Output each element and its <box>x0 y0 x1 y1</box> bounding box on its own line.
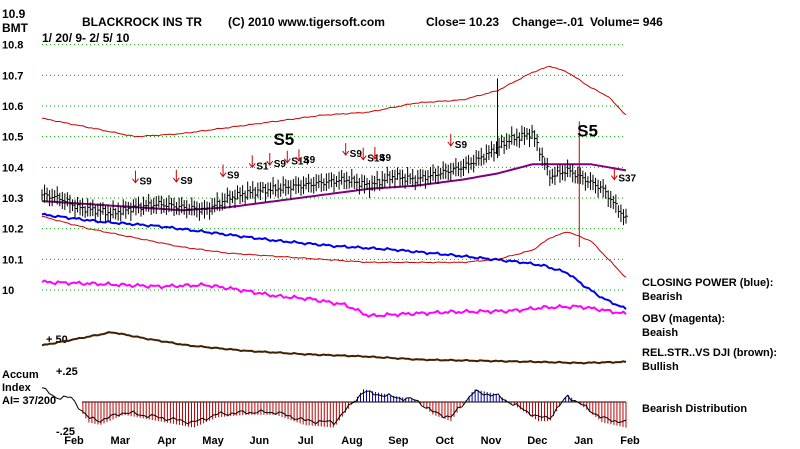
sell-signal-arrow <box>172 169 180 183</box>
sell-signal-arrow <box>266 153 274 166</box>
sell-signal-arrow <box>359 147 367 161</box>
legend-accum-status: Bearish Distribution <box>642 403 747 415</box>
close-value: Close= 10.23 <box>426 15 499 29</box>
price-tick-label: 10 <box>2 285 14 297</box>
month-tick-label: Mar <box>111 435 131 447</box>
month-tick-label: Oct <box>435 435 454 447</box>
month-tick-label: Jan <box>574 435 593 447</box>
legend-obv-status: Beaish <box>642 327 678 339</box>
price-tick-labels: 10.8 10.7 10.6 10.5 10.4 10.3 10.2 10.1 10 <box>2 40 24 297</box>
signal-label: S9 <box>227 171 240 182</box>
price-tick-label: 10.4 <box>2 162 24 174</box>
accum-upper-label: +.25 <box>56 366 78 378</box>
signal-label: S9 <box>180 176 193 187</box>
signal-label: S9 <box>350 149 363 160</box>
signal-label: S1 <box>256 161 269 172</box>
lower-band-line <box>41 215 627 278</box>
upper-band-line <box>41 65 627 138</box>
signal-label: S37 <box>618 174 636 185</box>
month-tick-label: Feb <box>64 435 84 447</box>
accum-ai-reading: AI= 37/200 <box>2 395 56 407</box>
gridlines <box>42 44 626 291</box>
change-value: Change=-.01 <box>512 15 584 29</box>
month-tick-label: Aug <box>341 435 362 447</box>
obv-line <box>41 279 627 318</box>
y-top-label: 10.9 <box>2 7 26 21</box>
month-tick-label: May <box>202 435 224 447</box>
closing-power-line <box>41 212 627 310</box>
price-tick-label: 10.5 <box>2 132 23 144</box>
signal-label: S9 <box>274 159 287 170</box>
major-signal-label: S5 <box>273 130 294 149</box>
sell-signal-arrow <box>219 164 227 178</box>
sell-signal-arrow <box>371 146 379 160</box>
obv-series <box>41 279 627 318</box>
month-tick-label: Sep <box>388 435 408 447</box>
month-tick-label: Dec <box>527 435 547 447</box>
ticker-symbol: BMT <box>2 21 29 35</box>
price-bands <box>41 65 627 278</box>
sell-signal-arrow <box>295 149 303 163</box>
price-tick-label: 10.2 <box>2 224 23 236</box>
moving-average-line <box>41 163 627 212</box>
sell-signal-arrow <box>342 143 350 156</box>
signal-label: S14 <box>367 154 385 165</box>
signal-label: S9 <box>303 155 316 166</box>
legend-closing-power-status: Bearish <box>642 291 683 303</box>
signal-label: S9 <box>455 140 468 151</box>
month-tick-label: Feb <box>620 435 640 447</box>
sell-signal-arrow <box>447 133 455 147</box>
rel-strength-line <box>41 331 627 365</box>
major-signal-label: S5 <box>577 122 598 141</box>
month-tick-labels: Feb Mar Apr May Jun Jul Aug Sep Oct Nov Dec Jan Feb <box>64 435 640 447</box>
accum-title-1: Accum <box>2 369 39 381</box>
month-tick-label: Apr <box>157 435 177 447</box>
price-tick-label: 10.1 <box>2 254 23 266</box>
sell-signal-arrow <box>248 155 256 169</box>
price-tick-label: 10.6 <box>2 101 23 113</box>
signal-label: S9 <box>379 153 392 164</box>
legend-relstr-status: Bullish <box>642 361 679 373</box>
price-tick-label: 10.7 <box>2 70 23 82</box>
signal-label: S14 <box>291 157 309 168</box>
accum-lower-label: -.25 <box>56 426 75 438</box>
rel-strength-series <box>41 331 627 365</box>
sell-signal-arrow <box>283 150 291 164</box>
accum-title-2: Index <box>2 382 32 394</box>
legend-obv-title: OBV (magenta): <box>642 313 725 325</box>
sell-signal-arrow <box>132 170 139 184</box>
month-tick-label: Jun <box>250 435 270 447</box>
date-range: 1/ 20/ 9- 2/ 5/ 10 <box>42 31 130 45</box>
accum-index-series <box>41 387 627 428</box>
accum-line <box>41 387 627 426</box>
price-bars <box>41 78 628 248</box>
legend-closing-power-title: CLOSING POWER (blue): <box>642 277 773 289</box>
price-tick-label: 10.3 <box>2 193 23 205</box>
copyright-text: (C) 2010 www.tigersoft.com <box>228 15 385 29</box>
legend-relstr-title: REL.STR..VS DJI (brown): <box>642 347 777 359</box>
sell-signal-arrow <box>610 167 618 181</box>
month-tick-label: Nov <box>481 435 503 447</box>
signal-label: S9 <box>139 177 152 188</box>
closing-power-series <box>41 212 627 310</box>
price-tick-label: 10.8 <box>2 40 23 52</box>
volume-value: Volume= 946 <box>590 15 663 29</box>
security-name: BLACKROCK INS TR <box>82 15 202 29</box>
month-tick-label: Jul <box>298 435 314 447</box>
